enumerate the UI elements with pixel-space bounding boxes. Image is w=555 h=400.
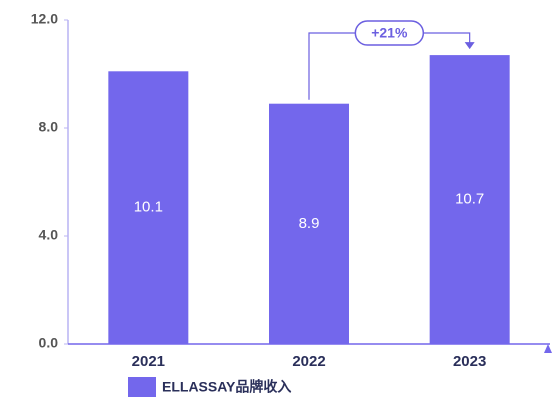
x-tick-label: 2023 [453,353,486,370]
bar [108,71,189,345]
y-tick-label: 8.0 [39,119,59,135]
bar [429,55,510,344]
y-tick-label: 12.0 [31,11,58,27]
y-tick-label: 4.0 [39,227,59,243]
annotation-arrowhead [464,42,475,50]
value-label: 10.1 [134,199,163,216]
value-label: 10.7 [455,191,484,208]
annotation: +21% [371,25,408,41]
y-tick-label: 0.0 [39,335,59,351]
legend-swatch [128,377,156,397]
annotation-pill [354,20,425,46]
x-tick-label: 2022 [292,353,325,370]
axis-arrow [544,344,552,353]
value-label: 8.9 [299,215,320,232]
bar [269,103,349,344]
x-tick-label: 2021 [132,353,165,370]
legend-label: ELLASSAY品牌收入 [162,379,291,395]
